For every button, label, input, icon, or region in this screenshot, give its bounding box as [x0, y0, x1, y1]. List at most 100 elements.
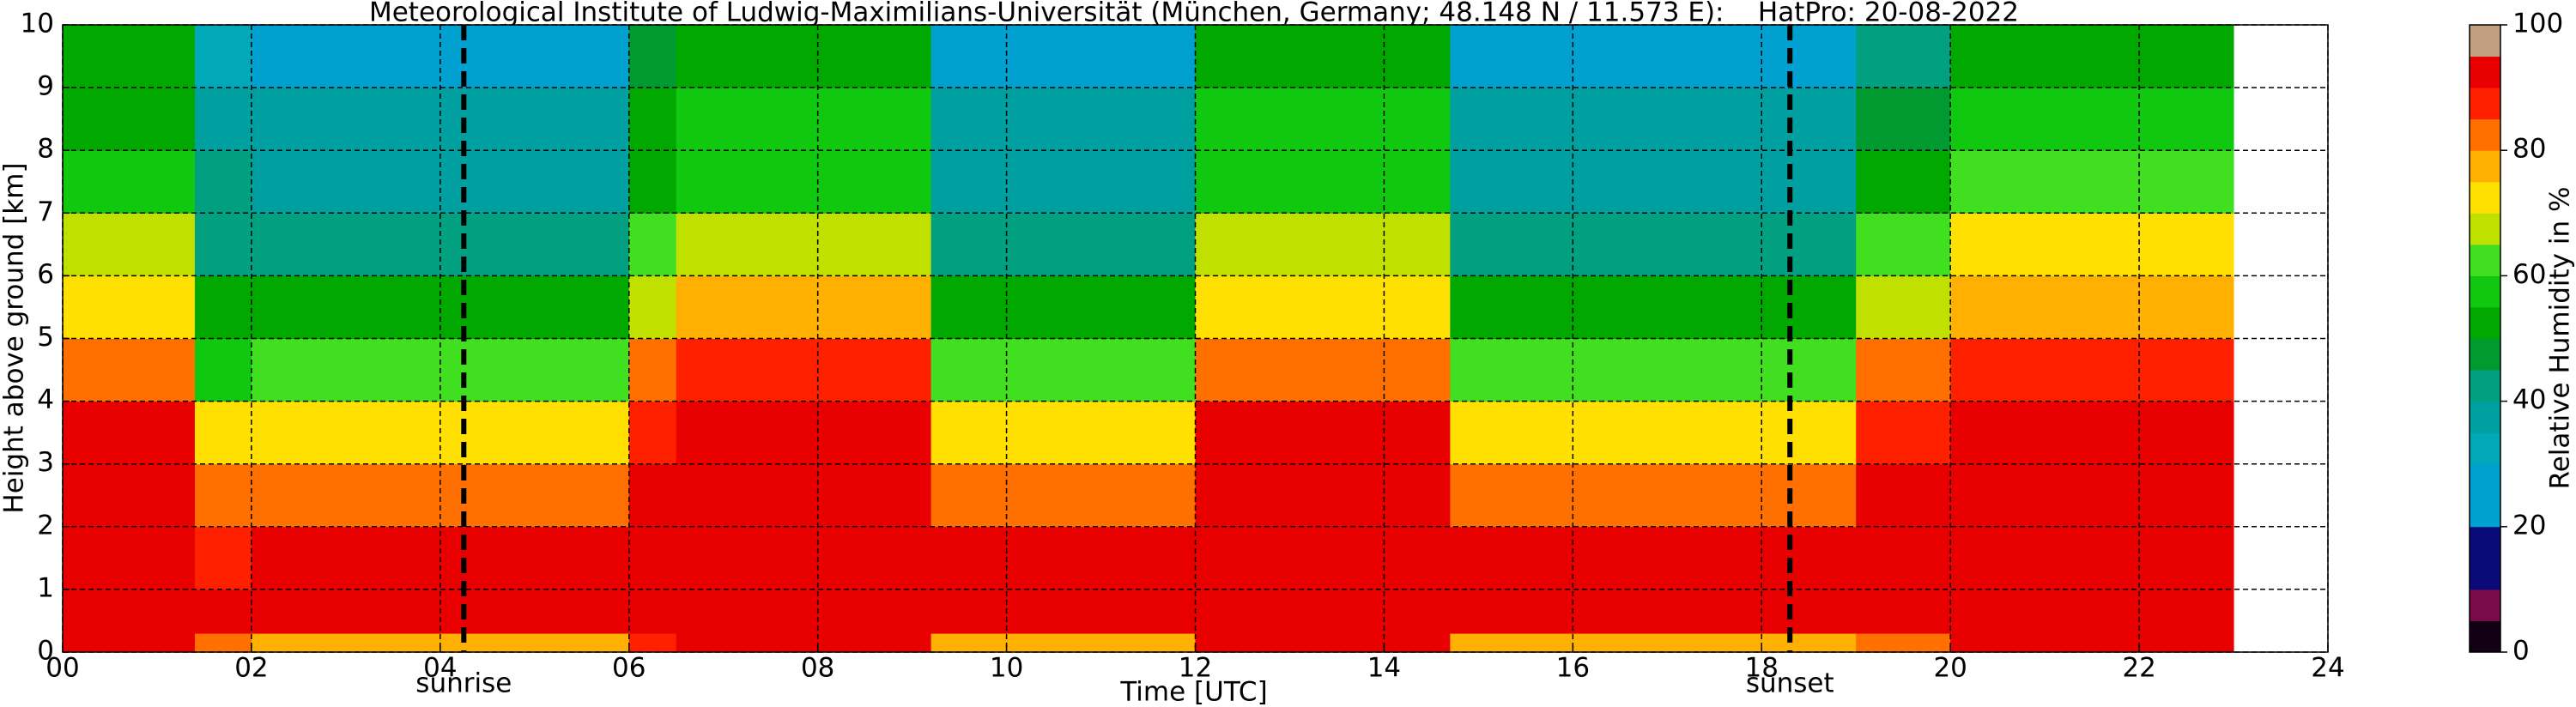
- colorbar-tick-label: 60: [2512, 259, 2546, 290]
- heat-cell: [628, 463, 677, 528]
- heat-cell: [930, 25, 1196, 88]
- heat-cell: [1856, 275, 1951, 339]
- heat-cell: [1450, 25, 1857, 88]
- x-tick-label: 08: [801, 653, 834, 684]
- heat-cell: [1950, 463, 2234, 528]
- heat-cell: [63, 150, 196, 214]
- colorbar-segment: [2470, 401, 2500, 433]
- heat-cell: [628, 275, 677, 339]
- y-tick-label: 8: [37, 134, 54, 165]
- colorbar-segment: [2470, 150, 2500, 183]
- heat-cell: [1950, 589, 2234, 634]
- heat-cell: [194, 275, 252, 339]
- heat-cell: [930, 589, 1196, 634]
- x-tick-label: 12: [1179, 653, 1212, 684]
- heat-cell: [1450, 463, 1857, 528]
- x-tick-label: 24: [2311, 653, 2344, 684]
- colorbar-tick-label: 0: [2512, 636, 2530, 667]
- colorbar-segment: [2470, 88, 2500, 120]
- heat-cell: [1450, 633, 1857, 653]
- heat-cell: [628, 88, 677, 151]
- heat-cell: [1450, 213, 1857, 276]
- colorbar-tick-label: 20: [2512, 510, 2546, 541]
- heat-cell: [1195, 463, 1451, 528]
- x-tick-label: 14: [1367, 653, 1401, 684]
- heat-cell: [1950, 213, 2234, 276]
- y-tick-label: 1: [37, 572, 54, 603]
- heat-cell: [63, 401, 196, 465]
- heat-cell: [628, 25, 677, 88]
- heat-cell: [1450, 275, 1857, 339]
- heat-cell: [930, 150, 1196, 214]
- colorbar-segment: [2470, 370, 2500, 402]
- heat-cell: [1450, 589, 1857, 634]
- heat-cell: [1195, 150, 1451, 214]
- heat-cell: [628, 401, 677, 465]
- heat-cell: [1195, 25, 1451, 88]
- x-tick-label: 04: [423, 653, 457, 684]
- heat-cell: [194, 88, 252, 151]
- x-tick-label: 20: [1933, 653, 1967, 684]
- x-axis-label: Time [UTC]: [1119, 677, 1267, 707]
- y-tick-label: 5: [37, 322, 54, 353]
- colorbar-segment: [2470, 56, 2500, 88]
- colorbar-segment: [2470, 589, 2500, 621]
- colorbar-segment: [2470, 432, 2500, 465]
- y-tick-label: 3: [37, 447, 54, 478]
- heat-cell: [1950, 275, 2234, 339]
- colorbar-segment: [2470, 213, 2500, 245]
- colorbar-segment: [2470, 620, 2500, 653]
- heat-cell: [676, 25, 932, 88]
- heat-cell: [628, 338, 677, 402]
- colorbar-frame: [2469, 24, 2501, 653]
- heat-cell: [628, 213, 677, 276]
- heat-cell: [1856, 463, 1951, 528]
- colorbar-segment: [2470, 338, 2500, 371]
- x-tick-label: 18: [1745, 653, 1779, 684]
- heat-cell: [194, 526, 252, 590]
- heat-cell: [63, 463, 196, 528]
- heat-cell: [63, 275, 196, 339]
- colorbar-tick-label: 80: [2512, 134, 2546, 165]
- heat-cell: [1950, 526, 2234, 590]
- heat-cell: [1450, 338, 1857, 402]
- heat-cell: [1195, 401, 1451, 465]
- heat-cell: [930, 213, 1196, 276]
- heat-cell: [63, 526, 196, 590]
- colorbar-segment: [2470, 526, 2500, 559]
- heat-cell: [1950, 150, 2234, 214]
- y-tick-label: 6: [37, 259, 54, 290]
- heat-cell: [1950, 633, 2234, 653]
- heat-cell: [676, 150, 932, 214]
- heat-cell: [1856, 88, 1951, 151]
- heat-cell: [930, 338, 1196, 402]
- heat-cell: [194, 213, 252, 276]
- heat-cell: [1195, 338, 1451, 402]
- heat-cell: [1950, 88, 2234, 151]
- heat-cell: [676, 275, 932, 339]
- heat-cell: [930, 275, 1196, 339]
- heat-cell: [628, 150, 677, 214]
- heat-cell: [1856, 338, 1951, 402]
- y-tick-label: 2: [37, 510, 54, 541]
- heat-cell: [1195, 88, 1451, 151]
- colorbar-segment: [2470, 306, 2500, 339]
- heat-cell: [63, 25, 196, 88]
- heat-cell: [628, 526, 677, 590]
- y-tick-label: 10: [21, 9, 54, 39]
- heat-cell: [1950, 401, 2234, 465]
- heat-cell: [1450, 88, 1857, 151]
- colorbar-tick-label: 100: [2512, 9, 2563, 39]
- heat-cell: [1450, 401, 1857, 465]
- heat-cell: [194, 463, 252, 528]
- x-tick-label: 22: [2122, 653, 2155, 684]
- heat-cell: [194, 25, 252, 88]
- colorbar-segment: [2470, 25, 2500, 57]
- colorbar-segment: [2470, 118, 2500, 151]
- colorbar-label: Relative Humidity in %: [2545, 187, 2576, 490]
- heat-cell: [63, 589, 196, 634]
- heat-cell: [1195, 213, 1451, 276]
- heat-cell: [676, 338, 932, 402]
- x-tick-label: 06: [612, 653, 646, 684]
